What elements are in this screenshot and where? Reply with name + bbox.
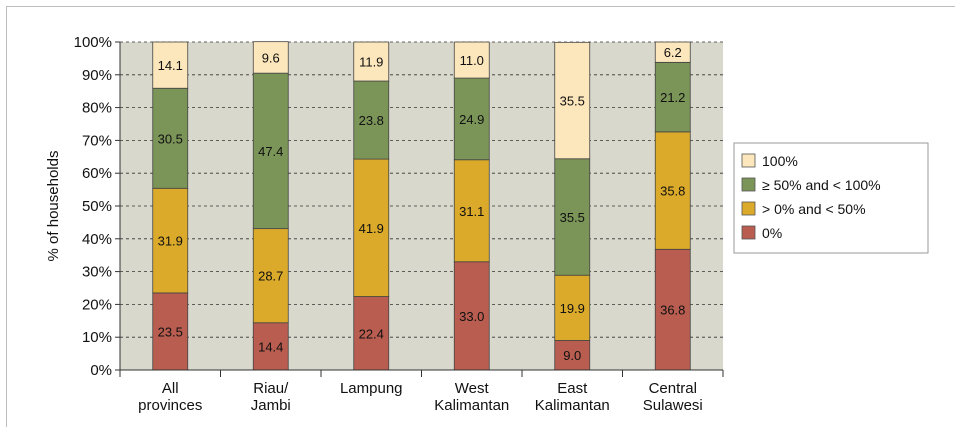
legend-label: ≥ 50% and < 100% [762,177,881,193]
category-label: Riau/ [253,380,289,397]
data-label: 31.1 [459,204,484,219]
y-tick-label: 30% [82,264,112,281]
bar-segment [353,296,390,371]
data-label: 9.6 [262,50,280,65]
legend-label: 100% [762,153,798,169]
legend-box [733,142,929,254]
data-label: 21.2 [660,90,685,105]
bar-segment [252,41,289,74]
y-tick-label: 50% [82,198,112,215]
legend-label: > 0% and < 50% [762,201,866,217]
bar-segment [353,41,390,82]
bar-segment [554,340,591,371]
y-tick-label: 0% [90,362,112,379]
data-label: 33.0 [459,309,484,324]
data-label: 14.1 [158,58,183,73]
category-label: Central [649,380,697,397]
bar-segment [554,274,591,341]
data-label: 35.5 [560,94,585,109]
legend-swatch [741,153,756,168]
legend-swatch [741,177,756,192]
bars: 23.5 31.9 30.5 14.1 14.4 28.7 47.4 9.6 22.4 41.9 2… [152,41,691,371]
bar-segment [554,41,591,160]
category-label: Sulawesi [643,397,703,414]
bar-segment [654,41,691,63]
data-label: 23.8 [359,113,384,128]
data-label: 28.7 [258,269,283,284]
data-label: 47.4 [258,144,283,159]
bar-segment [353,80,390,160]
y-tick-label: 10% [82,329,112,346]
y-tick-label: 70% [82,132,112,149]
bar-segment [353,158,390,297]
category-label: Kalimantan [535,397,610,414]
y-tick-label: 20% [82,296,112,313]
data-label: 14.4 [258,339,283,354]
bar-segment [654,131,691,250]
axes: 0% 10% 20% 30% 40% 50% 60% 70% 80% 90% 100% Allprov… [74,34,724,414]
bar-segment [654,248,691,371]
legend-swatch [741,225,756,240]
bar-segment [453,159,490,263]
data-label: 36.8 [660,303,685,318]
data-label: 19.9 [560,301,585,316]
bar-segment [453,261,490,371]
legend-swatch [741,201,756,216]
bar-segment [453,41,490,79]
data-label: 23.5 [158,324,183,339]
legend-label: 0% [762,225,782,241]
bar-segment [252,322,289,371]
category-label: West [455,380,490,397]
chart-frame [6,6,955,427]
data-label: 11.0 [460,53,484,68]
y-axis-title: % of households [45,151,62,262]
grid-lines [120,41,723,338]
y-tick-label: 80% [82,100,112,117]
data-label: 11.9 [359,55,383,70]
data-label: 30.5 [158,131,183,146]
y-tick-label: 40% [82,231,112,248]
category-label: East [557,380,588,397]
category-label: provinces [138,397,202,414]
bar-segment [152,187,189,294]
bar-segment [554,158,591,276]
bar-segment [654,61,691,133]
y-tick-label: 100% [74,34,112,51]
data-label: 24.9 [459,112,484,127]
category-label: Lampung [340,380,403,397]
y-tick-label: 90% [82,67,112,84]
data-label: 41.9 [359,221,384,236]
data-label: 22.4 [359,326,384,341]
data-label: 6.2 [664,45,682,60]
y-tick-label: 60% [82,165,112,182]
data-label: 9.0 [563,348,581,363]
category-label: Kalimantan [434,397,509,414]
legend: 100% ≥ 50% and < 100% > 0% and < 50% 0% [733,142,929,254]
data-label: 35.8 [660,184,685,199]
bar-segment [152,41,189,89]
category-label: All [162,380,179,397]
category-label: Jambi [251,397,291,414]
data-label: 31.9 [158,234,183,249]
data-label: 35.5 [560,210,585,225]
